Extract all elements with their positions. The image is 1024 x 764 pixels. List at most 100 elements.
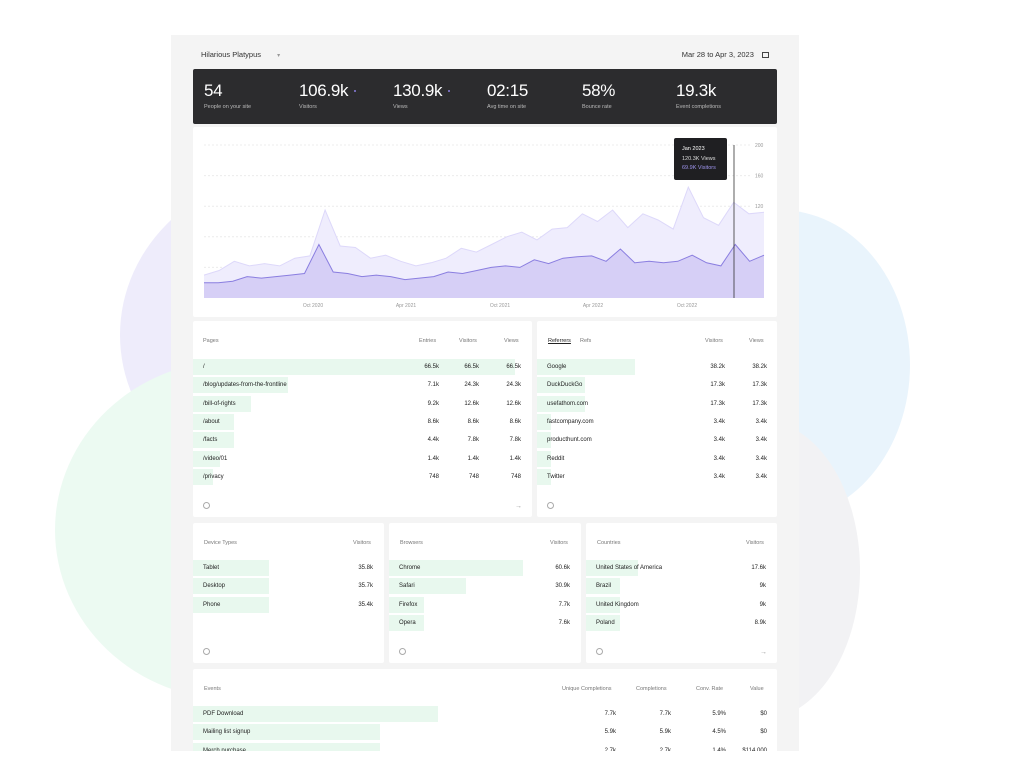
- stat-event-completions[interactable]: 19.3k Event completions: [676, 81, 721, 110]
- row-fill-bar: [537, 395, 585, 412]
- row-label: producthunt.com: [547, 437, 592, 444]
- countries-panel: Countries Visitors United States of Amer…: [586, 523, 777, 663]
- row-value: 3.4k: [755, 455, 767, 462]
- list-item[interactable]: Desktop 35.7k: [193, 578, 384, 595]
- list-item[interactable]: Opera 7.6k: [389, 614, 581, 631]
- list-item[interactable]: Brazil 9k: [586, 578, 777, 595]
- row-label: United States of America: [596, 565, 663, 571]
- search-icon[interactable]: [547, 502, 554, 509]
- row-fill-bar: [193, 578, 270, 595]
- row-value: 5.9%: [712, 711, 726, 717]
- x-tick-label: Oct 2021: [490, 303, 511, 309]
- row-value: 8.9k: [754, 619, 766, 626]
- row-value: 24.3k: [464, 382, 479, 389]
- referrers-panel: Referrers Refs Visitors Views Google 38.2…: [537, 321, 777, 517]
- row-label: Phone: [203, 601, 221, 608]
- tab-referrers[interactable]: Referrers: [548, 338, 571, 344]
- list-item[interactable]: Chrome 60.6k: [389, 560, 581, 576]
- row-value: $114,000: [742, 747, 767, 751]
- calendar-icon: [762, 52, 769, 58]
- row-value: 8.6k: [467, 418, 479, 425]
- row-value: 17.3k: [752, 382, 767, 389]
- list-item[interactable]: Google 38.2k 38.2k: [537, 359, 777, 375]
- list-item[interactable]: /video/01 1.4k 1.4k 1.4k: [193, 450, 532, 467]
- row-value: 748: [510, 473, 521, 480]
- list-item[interactable]: Merch purchase 2.7k 2.7k 1.4% $114,000: [193, 742, 777, 751]
- row-label: Mailing list signup: [203, 729, 251, 736]
- panel-title: Events: [204, 686, 221, 692]
- row-fill-bar: [193, 377, 288, 394]
- row-value: 3.4k: [713, 437, 725, 444]
- selected-dot-icon: [354, 90, 357, 92]
- row-label: Firefox: [399, 601, 418, 608]
- row-value: 30.9k: [555, 583, 570, 590]
- row-value: 3.4k: [755, 437, 767, 444]
- list-item[interactable]: Firefox 7.7k: [389, 596, 581, 613]
- list-item[interactable]: /about 8.6k 8.6k 8.6k: [193, 413, 532, 430]
- row-fill-bar: [537, 413, 552, 430]
- search-icon[interactable]: [203, 648, 210, 655]
- list-item[interactable]: /privacy 748 748 748: [193, 468, 532, 485]
- list-item[interactable]: United States of America 17.6k: [586, 560, 777, 576]
- column-header: Visitors: [705, 338, 723, 344]
- row-fill-bar: [193, 432, 234, 449]
- stat-visitors[interactable]: 106.9k Visitors: [299, 81, 357, 110]
- row-fill-bar: [537, 432, 552, 449]
- search-icon[interactable]: [399, 648, 406, 655]
- row-value: 7.8k: [509, 437, 521, 444]
- row-label: Safari: [399, 583, 415, 590]
- row-value: 2.7k: [659, 747, 671, 751]
- list-item[interactable]: fastcompany.com 3.4k 3.4k: [537, 413, 777, 430]
- date-range-picker[interactable]: Mar 28 to Apr 3, 2023: [682, 50, 769, 59]
- list-item[interactable]: /bill-of-rights 9.2k 12.6k 12.6k: [193, 395, 532, 412]
- row-label: Tablet: [203, 565, 220, 571]
- row-value: 8.6k: [509, 418, 521, 425]
- list-item[interactable]: PDF Download 7.7k 7.7k 5.9% $0: [193, 706, 777, 722]
- stats-bar: 54 People on your site 106.9k Visitors 1…: [193, 69, 777, 124]
- row-label: Twitter: [547, 473, 565, 480]
- list-item[interactable]: Mailing list signup 5.9k 5.9k 4.5% $0: [193, 724, 777, 741]
- row-value: 3.4k: [713, 473, 725, 480]
- arrow-right-icon[interactable]: →: [760, 649, 767, 656]
- analytics-dashboard: Hilarious Platypus ▾ Mar 28 to Apr 3, 20…: [171, 35, 799, 751]
- row-fill-bar: [537, 468, 552, 485]
- list-item[interactable]: / 66.5k 66.5k 66.5k: [193, 359, 532, 375]
- list-item[interactable]: Twitter 3.4k 3.4k: [537, 468, 777, 485]
- list-item[interactable]: producthunt.com 3.4k 3.4k: [537, 432, 777, 449]
- row-value: 3.4k: [755, 473, 767, 480]
- arrow-right-icon[interactable]: →: [515, 503, 522, 510]
- row-fill-bar: [537, 377, 585, 394]
- row-value: 1.4%: [712, 747, 726, 751]
- stat-views[interactable]: 130.9k Views: [393, 81, 451, 110]
- row-label: Chrome: [399, 565, 421, 571]
- row-value: 3.4k: [755, 418, 767, 425]
- stat-people-on-site[interactable]: 54 People on your site: [204, 81, 251, 110]
- list-item[interactable]: usefathom.com 17.3k 17.3k: [537, 395, 777, 412]
- row-fill-bar: [193, 706, 439, 722]
- row-value: 5.9k: [659, 729, 671, 736]
- stat-bounce-rate[interactable]: 58% Bounce rate: [582, 81, 615, 110]
- row-label: /facts: [203, 437, 218, 444]
- list-item[interactable]: United Kingdom 9k: [586, 596, 777, 613]
- stat-avg-time[interactable]: 02:15 Avg time on site: [487, 81, 528, 110]
- site-selector[interactable]: Hilarious Platypus ▾: [201, 50, 280, 59]
- list-item[interactable]: /facts 4.4k 7.8k 7.8k: [193, 432, 532, 449]
- list-item[interactable]: Poland 8.9k: [586, 614, 777, 631]
- row-label: PDF Download: [203, 711, 244, 717]
- row-label: Reddit: [547, 455, 565, 462]
- stat-label: Views: [393, 104, 408, 110]
- row-label: Merch purchase: [203, 747, 247, 751]
- row-value: 7.8k: [467, 437, 479, 444]
- tab-refs[interactable]: Refs: [580, 338, 592, 344]
- list-item[interactable]: Reddit 3.4k 3.4k: [537, 450, 777, 467]
- list-item[interactable]: Phone 35.4k: [193, 596, 384, 613]
- search-icon[interactable]: [203, 502, 210, 509]
- list-item[interactable]: Safari 30.9k: [389, 578, 581, 595]
- search-icon[interactable]: [596, 648, 603, 655]
- row-fill-bar: [586, 560, 638, 576]
- list-item[interactable]: /blog/updates-from-the-frontline 7.1k 24.3…: [193, 377, 532, 394]
- list-item[interactable]: DuckDuckGo 17.3k 17.3k: [537, 377, 777, 394]
- list-item[interactable]: Tablet 35.8k: [193, 560, 384, 576]
- row-fill-bar: [193, 468, 214, 485]
